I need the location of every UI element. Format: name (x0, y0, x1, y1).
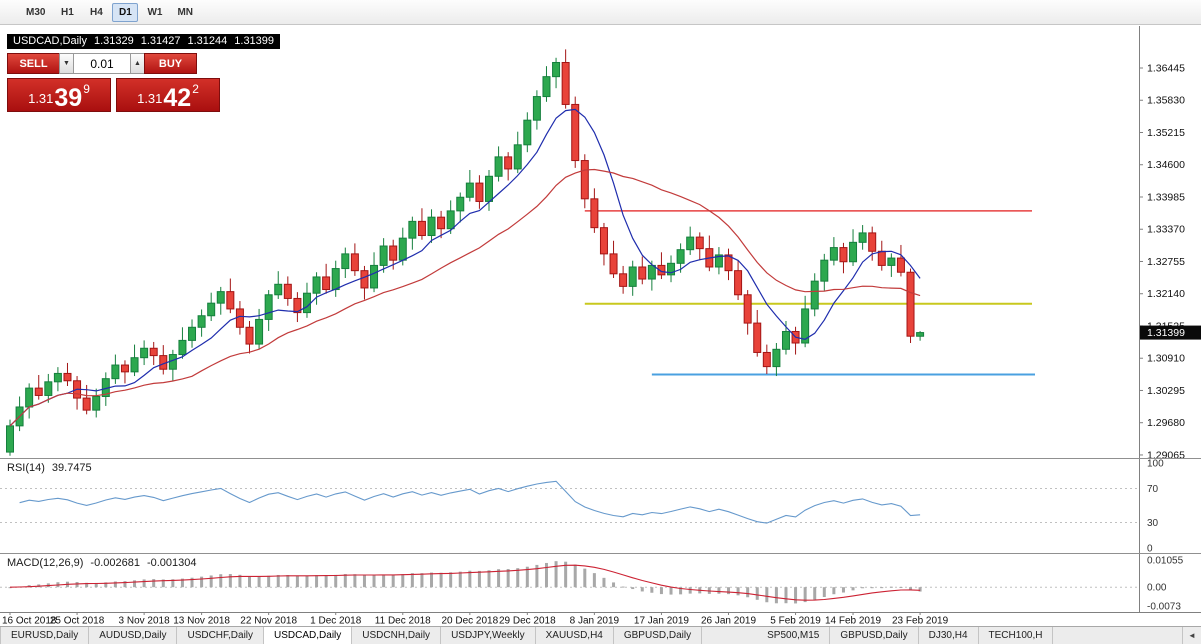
quote-row: 1.31 39 9 1.31 42 2 (7, 78, 220, 112)
tab-audusd-daily[interactable]: AUDUSD,Daily (89, 627, 178, 644)
svg-text:22 Nov 2018: 22 Nov 2018 (240, 616, 297, 627)
sell-button[interactable]: SELL (7, 53, 60, 74)
ohlc-close: 1.31399 (234, 35, 275, 47)
bid-big-digits: 39 (54, 83, 83, 112)
panel-separator[interactable] (0, 458, 1201, 459)
tab-eurusd-daily[interactable]: EURUSD,Daily (0, 627, 90, 644)
ohlc-open: 1.31329 (93, 35, 134, 47)
svg-text:23 Feb 2019: 23 Feb 2019 (892, 616, 949, 627)
tab-sp500-m15[interactable]: SP500,M15 (757, 627, 831, 644)
svg-text:1.35830: 1.35830 (1147, 95, 1185, 107)
price-chart-canvas[interactable]: 1.36445 1.35830 1.35215 1.34600 1.33985 1.333… (0, 26, 1201, 461)
tab-gbpusd-daily-1[interactable]: GBPUSD,Daily (614, 627, 703, 644)
timeframe-button-h4[interactable]: H4 (83, 3, 109, 22)
svg-text:70: 70 (1147, 484, 1159, 495)
macd-value: -0.002681 (90, 557, 140, 569)
ohlc-high: 1.31427 (140, 35, 181, 47)
chart-symbol-label: USDCAD,Daily (13, 35, 87, 47)
svg-text:1.31399: 1.31399 (1147, 327, 1185, 339)
macd-panel: 0.01055 0.00 -0.0073 MACD(12,26,9) -0.0026… (0, 554, 1201, 613)
bid-prefix: 1.31 (28, 91, 54, 106)
one-click-trading-panel: SELL ▼ ▲ BUY 1.31 39 9 1.31 42 (7, 53, 220, 112)
macd-canvas[interactable]: 0.01055 0.00 -0.0073 (0, 554, 1201, 613)
svg-text:11 Dec 2018: 11 Dec 2018 (375, 616, 431, 627)
bid-price[interactable]: 1.31 39 9 (7, 78, 111, 112)
timeframe-button-w1[interactable]: W1 (141, 3, 168, 22)
chevron-down-icon: ▼ (63, 60, 70, 67)
svg-text:30: 30 (1147, 518, 1159, 529)
svg-text:1.29680: 1.29680 (1147, 417, 1185, 429)
svg-text:17 Jan 2019: 17 Jan 2019 (634, 616, 689, 627)
chart-tabbar: EURUSD,Daily AUDUSD,Daily USDCHF,Daily U… (0, 626, 1201, 644)
svg-text:8 Jan 2019: 8 Jan 2019 (570, 616, 620, 627)
svg-text:0.00: 0.00 (1147, 583, 1167, 594)
svg-text:14 Feb 2019: 14 Feb 2019 (825, 616, 882, 627)
macd-name: MACD(12,26,9) (7, 557, 84, 569)
tab-usdcnh-daily[interactable]: USDCNH,Daily (352, 627, 442, 644)
svg-text:1.36445: 1.36445 (1147, 62, 1185, 74)
rsi-panel: 100 70 30 0 RSI(14) 39.7475 (0, 459, 1201, 555)
trade-controls-row: SELL ▼ ▲ BUY (7, 53, 220, 74)
volume-increase-button[interactable]: ▲ (130, 53, 145, 74)
svg-text:13 Nov 2018: 13 Nov 2018 (173, 616, 230, 627)
volume-decrease-button[interactable]: ▼ (59, 53, 74, 74)
volume-input[interactable] (73, 53, 131, 74)
buy-button[interactable]: BUY (144, 53, 197, 74)
svg-text:0.01055: 0.01055 (1147, 556, 1184, 567)
rsi-canvas[interactable]: 100 70 30 0 (0, 459, 1201, 555)
svg-text:16 Oct 2018: 16 Oct 2018 (2, 616, 57, 627)
chart-caption: USDCAD,Daily 1.31329 1.31427 1.31244 1.3… (7, 34, 281, 49)
ask-pipette: 2 (192, 82, 199, 96)
chevron-up-icon: ▲ (134, 60, 141, 67)
svg-text:100: 100 (1147, 459, 1164, 470)
tab-usdchf-daily[interactable]: USDCHF,Daily (177, 627, 265, 644)
ask-price[interactable]: 1.31 42 2 (116, 78, 220, 112)
tab-tech100-h4[interactable]: TECH100,H (979, 627, 1054, 644)
macd-label: MACD(12,26,9) -0.002681 -0.001304 (7, 557, 197, 569)
bid-pipette: 9 (83, 82, 90, 96)
svg-text:1 Dec 2018: 1 Dec 2018 (310, 616, 362, 627)
timeframe-button-d1[interactable]: D1 (112, 2, 139, 22)
svg-text:20 Dec 2018: 20 Dec 2018 (441, 616, 498, 627)
svg-text:3 Nov 2018: 3 Nov 2018 (119, 616, 171, 627)
svg-text:29 Dec 2018: 29 Dec 2018 (499, 616, 556, 627)
timeframe-button-h1[interactable]: H1 (54, 3, 80, 22)
price-chart-panel: 1.36445 1.35830 1.35215 1.34600 1.33985 1.333… (0, 26, 1201, 461)
svg-text:1.32140: 1.32140 (1147, 288, 1185, 300)
svg-text:5 Feb 2019: 5 Feb 2019 (770, 616, 821, 627)
panel-separator[interactable] (0, 553, 1201, 554)
tab-usdcad-daily[interactable]: USDCAD,Daily (264, 627, 353, 644)
svg-text:1.32755: 1.32755 (1147, 256, 1185, 268)
timeframe-button-m30[interactable]: M30 (20, 3, 51, 22)
timeframe-toolbar: M30 H1 H4 D1 W1 MN (0, 0, 1201, 25)
ask-prefix: 1.31 (137, 91, 163, 106)
ask-big-digits: 42 (163, 83, 192, 112)
svg-text:-0.0073: -0.0073 (1147, 602, 1181, 613)
tab-dj30-h4[interactable]: DJ30,H4 (919, 627, 979, 644)
rsi-label: RSI(14) 39.7475 (7, 462, 92, 474)
svg-text:26 Jan 2019: 26 Jan 2019 (701, 616, 756, 627)
svg-text:1.33370: 1.33370 (1147, 224, 1185, 236)
date-axis: 16 Oct 2018 25 Oct 2018 3 Nov 2018 13 Nov 2… (0, 612, 1201, 627)
svg-text:25 Oct 2018: 25 Oct 2018 (50, 616, 105, 627)
tab-gbpusd-daily-2[interactable]: GBPUSD,Daily (830, 627, 919, 644)
svg-text:1.34600: 1.34600 (1147, 159, 1185, 171)
rsi-name: RSI(14) (7, 462, 45, 474)
svg-text:1.30910: 1.30910 (1147, 353, 1185, 365)
tabbar-spacer (702, 627, 757, 644)
timeframe-button-mn[interactable]: MN (171, 3, 199, 22)
macd-signal-value: -0.001304 (146, 557, 197, 569)
rsi-value: 39.7475 (51, 462, 92, 474)
ohlc-low: 1.31244 (187, 35, 228, 47)
svg-text:0: 0 (1147, 544, 1153, 555)
svg-text:1.33985: 1.33985 (1147, 191, 1185, 203)
tab-xauusd-h4[interactable]: XAUUSD,H4 (536, 627, 614, 644)
tabs-scroll-left-button[interactable]: ◄ (1182, 627, 1201, 644)
tab-usdjpy-weekly[interactable]: USDJPY,Weekly (441, 627, 536, 644)
svg-text:1.35215: 1.35215 (1147, 127, 1185, 139)
svg-text:1.30295: 1.30295 (1147, 385, 1185, 397)
